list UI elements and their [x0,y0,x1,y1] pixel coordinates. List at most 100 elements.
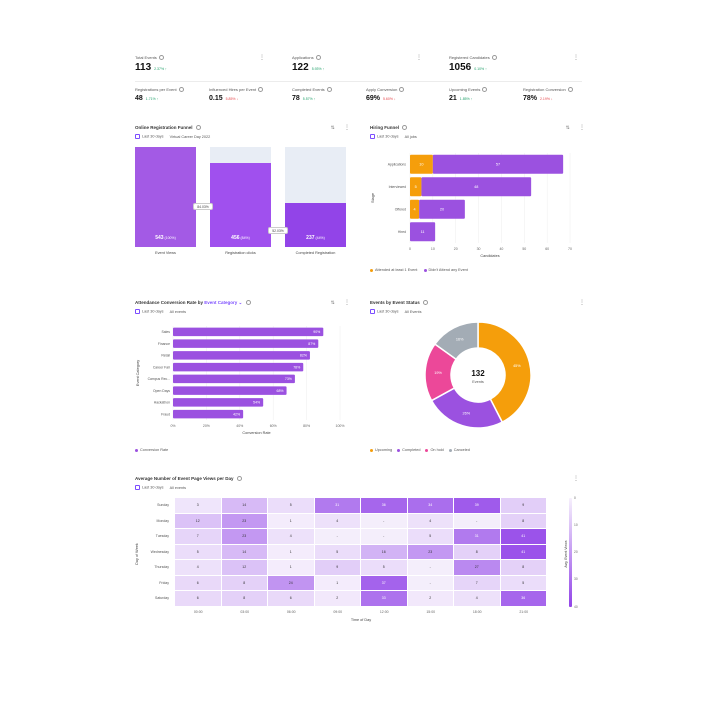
legend-label: Upcoming [375,448,393,452]
more-options-icon[interactable]: ⋮ [416,55,422,61]
date-filter[interactable]: Last 30 days [142,309,164,314]
info-icon[interactable] [195,125,201,131]
x-tick-label: 20% [203,424,210,428]
y-tick-label: Retail [161,354,170,358]
events-filter[interactable]: All events [169,485,187,490]
sort-icon[interactable]: ⇅ [565,125,570,131]
heatmap-cell: 31 [454,529,500,544]
calendar-icon [370,134,375,139]
legend-dot [370,448,373,452]
more-options-icon[interactable]: ⋮ [579,125,585,131]
chevron-down-icon[interactable]: ⌄ [237,300,243,305]
info-icon[interactable] [423,300,429,306]
heatmap-cell: 2 [407,591,453,606]
x-tick-label: 30 [477,247,481,251]
heatmap-cell: 5 [500,575,546,590]
x-axis-title: Conversion Rate [242,431,270,435]
heatmap-cell: 24 [268,575,314,590]
more-options-icon[interactable]: ⋮ [344,300,350,306]
kpi-tile: Registration Conversion 78% 2.19% ↓ [523,87,595,102]
info-icon[interactable] [158,55,164,61]
kpi-value: 113 [135,62,152,74]
heatmap-cell: 16 [361,544,407,559]
bar-value-label: 90% [313,330,320,334]
info-icon[interactable] [491,55,497,61]
more-options-icon[interactable]: ⋮ [259,55,265,61]
heatmap-cell: 36 [361,498,407,513]
y-tick-label: Sales [162,330,171,334]
more-options-icon[interactable]: ⋮ [573,476,579,482]
legend-attended: Attended at least 1 Event [375,268,418,272]
funnel-pct: (44%) [314,236,325,240]
hiring-funnel-card: Hiring Funnel ⇅ ⋮ Last 30 days All jobs … [370,125,585,275]
kpi-value-row: 78 5.57% ↑ [292,95,364,102]
funnel-stage-label: Event Views [155,251,176,255]
info-icon[interactable] [402,125,408,131]
date-filter[interactable]: Last 30 days [142,485,164,490]
info-icon[interactable] [236,476,242,482]
conversion-bar [173,386,287,395]
legend-not-attended: Didn't Attend any Event [428,268,468,272]
attendance-chart: 0% 20% 40% 60% 80% 100% Sales 90% Finance 87% Reta… [136,326,344,435]
event-filter[interactable]: Virtual Career Day 2022 [169,134,211,139]
jobs-filter[interactable]: All jobs [404,134,417,139]
info-icon[interactable] [258,87,264,93]
heatmap-cell: 23 [407,544,453,559]
sort-icon[interactable]: ⇅ [330,300,335,306]
funnel-value: 456 (84%) [210,235,271,241]
kpi-tile: Upcoming Events 21 1.85% ↑ [449,87,521,102]
heatmap-col-label: 09:00 [333,609,343,614]
date-filter[interactable]: Last 30 days [377,134,399,139]
heatmap-row-label: Tuesday [155,534,169,538]
heatmap-cell: 8 [221,575,267,590]
info-icon[interactable] [245,300,251,306]
legend-dot [425,448,429,452]
hiring-bar [410,177,422,197]
heatmap-col-label: 21:00 [519,609,529,614]
kpi-tile: Influenced Hires per Event 0.15 5.85% ↓ [209,87,281,102]
hiring-bar [421,177,532,197]
info-icon[interactable] [399,87,405,93]
color-scale-bar [569,498,572,607]
x-tick-label: 60 [545,247,549,251]
info-icon[interactable] [567,87,573,93]
more-options-icon[interactable]: ⋮ [573,55,579,61]
kpi-tile: Apply Conversion 69% 5.60% ↓ [366,87,438,102]
category-dropdown[interactable]: Event Category [204,300,238,305]
more-options-icon[interactable]: ⋮ [344,125,350,131]
date-filter[interactable]: Last 30 days [142,134,164,139]
slice-label: 16% [456,338,464,342]
events-filter[interactable]: All Events [404,309,422,314]
heatmap-cell: 9 [314,560,360,575]
kpi-value: 78 [292,95,300,103]
bar-value-label: 48 [474,185,478,189]
kpi-tile: Registrations per Event 48 1.71% ↑ [135,87,207,102]
info-icon[interactable] [315,55,321,61]
date-filter[interactable]: Last 30 days [377,309,399,314]
events-filter[interactable]: All events [169,309,187,314]
info-icon[interactable] [326,87,332,93]
legend-dot [448,448,452,452]
scale-tick-label: 40 [574,604,578,609]
legend-label: Canceled [453,448,470,452]
info-icon[interactable] [482,87,488,93]
heatmap-chart: Sunday 3 14 5 31 36 34 39 9 Monday 12 23 1 4-4-8 Tuesd… [135,496,585,636]
kpi-delta: 1.85% ↑ [459,97,473,102]
calendar-icon [135,309,140,314]
heatmap-cell: 33 [361,591,407,606]
more-options-icon[interactable]: ⋮ [579,300,585,306]
y-tick-label: Campus Rec... [148,377,170,381]
conversion-bar [173,339,319,348]
kpi-value-row: 78% 2.19% ↓ [523,95,595,102]
kpi-delta: 1.71% ↑ [145,97,159,102]
kpi-value: 21 [449,95,457,103]
kpi-title: Applications [292,55,432,61]
heatmap-cell: 39 [454,498,500,513]
heatmap-cell: 3 [175,498,221,513]
info-icon[interactable] [178,87,184,93]
sort-icon[interactable]: ⇅ [330,125,335,131]
funnel-pct: (84%) [239,236,250,240]
heatmap-cell: 5 [407,529,453,544]
kpi-delta: 0.10% ↑ [474,67,487,72]
heatmap-cell: 4 [314,513,360,528]
